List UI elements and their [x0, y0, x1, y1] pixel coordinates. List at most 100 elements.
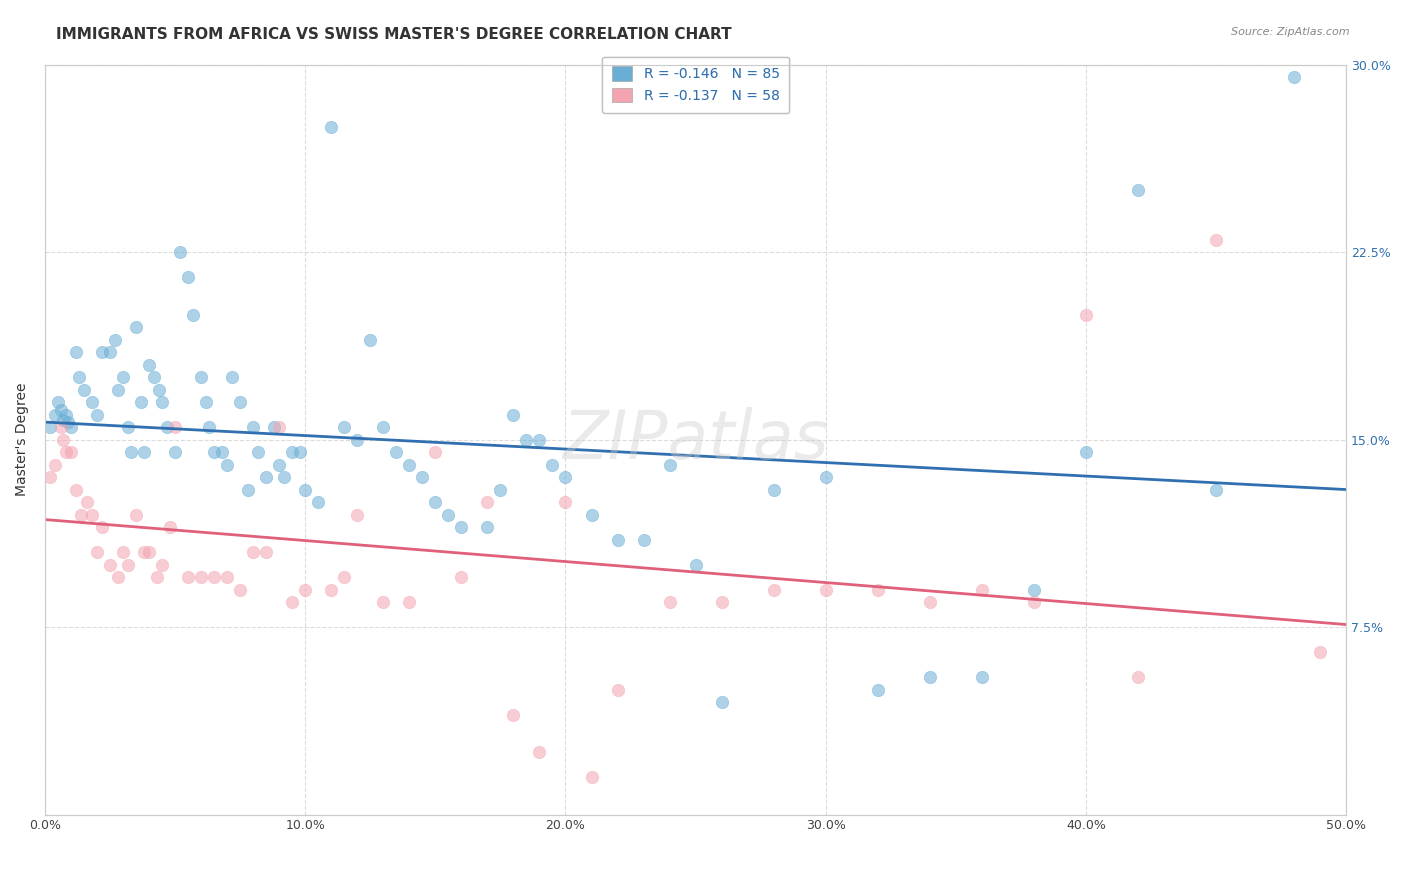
Point [288, 445, 311, 459]
Point [502, 707, 524, 722]
Text: IMMIGRANTS FROM AFRICA VS SWISS MASTER'S DEGREE CORRELATION CHART: IMMIGRANTS FROM AFRICA VS SWISS MASTER'S… [56, 27, 733, 42]
Point [39, 470, 62, 484]
Point [1282, 70, 1305, 84]
Point [477, 520, 499, 534]
Point [247, 445, 270, 459]
Point [281, 595, 304, 609]
Point [46, 395, 69, 409]
Point [554, 470, 576, 484]
Point [55, 408, 77, 422]
Point [333, 570, 356, 584]
Point [76, 495, 98, 509]
Point [606, 682, 628, 697]
Point [143, 370, 166, 384]
Point [1126, 183, 1149, 197]
Point [138, 358, 160, 372]
Point [254, 545, 277, 559]
Point [125, 508, 148, 522]
Point [59, 420, 82, 434]
Point [385, 445, 408, 459]
Point [606, 533, 628, 547]
Point [970, 582, 993, 597]
Point [294, 483, 316, 497]
Point [529, 745, 551, 759]
Point [1126, 670, 1149, 684]
Point [710, 695, 733, 709]
Point [91, 345, 114, 359]
Point [150, 558, 173, 572]
Point [866, 582, 889, 597]
Point [321, 120, 343, 134]
Point [1022, 582, 1045, 597]
Point [52, 433, 75, 447]
Point [86, 545, 108, 559]
Point [202, 570, 225, 584]
Point [918, 670, 941, 684]
Point [65, 483, 87, 497]
Point [80, 395, 103, 409]
Point [150, 395, 173, 409]
Point [177, 570, 200, 584]
Point [195, 395, 218, 409]
Point [477, 495, 499, 509]
Point [190, 570, 212, 584]
Text: Source: ZipAtlas.com: Source: ZipAtlas.com [1232, 27, 1350, 37]
Point [217, 570, 239, 584]
Point [91, 520, 114, 534]
Point [236, 483, 259, 497]
Point [263, 420, 285, 434]
Legend: R = -0.146   N = 85, R = -0.137   N = 58: R = -0.146 N = 85, R = -0.137 N = 58 [602, 56, 789, 112]
Point [321, 582, 343, 597]
Point [450, 570, 472, 584]
Point [202, 445, 225, 459]
Point [1022, 595, 1045, 609]
Point [44, 408, 66, 422]
Point [710, 595, 733, 609]
Point [65, 345, 87, 359]
Point [229, 582, 252, 597]
Point [346, 433, 368, 447]
Point [273, 470, 295, 484]
Point [159, 520, 181, 534]
Point [633, 533, 655, 547]
Point [59, 445, 82, 459]
Point [762, 582, 785, 597]
Point [1074, 308, 1097, 322]
Point [254, 470, 277, 484]
Point [333, 420, 356, 434]
Point [132, 545, 155, 559]
Point [373, 595, 395, 609]
Point [211, 445, 233, 459]
Point [165, 420, 187, 434]
Point [411, 470, 433, 484]
Point [39, 420, 62, 434]
Point [98, 345, 121, 359]
Point [125, 320, 148, 334]
Text: ZIPatlas: ZIPatlas [562, 407, 830, 473]
Point [58, 415, 80, 429]
Point [398, 595, 420, 609]
Point [346, 508, 368, 522]
Point [425, 445, 447, 459]
Point [294, 582, 316, 597]
Point [658, 458, 681, 472]
Point [117, 420, 139, 434]
Point [554, 495, 576, 509]
Point [242, 420, 264, 434]
Point [242, 545, 264, 559]
Y-axis label: Master's Degree: Master's Degree [15, 383, 30, 496]
Point [190, 370, 212, 384]
Point [120, 445, 142, 459]
Point [148, 383, 170, 397]
Point [229, 395, 252, 409]
Point [67, 370, 90, 384]
Point [156, 420, 179, 434]
Point [107, 383, 129, 397]
Point [52, 412, 75, 426]
Point [970, 670, 993, 684]
Point [165, 445, 187, 459]
Point [44, 458, 66, 472]
Point [685, 558, 707, 572]
Point [762, 483, 785, 497]
Point [450, 520, 472, 534]
